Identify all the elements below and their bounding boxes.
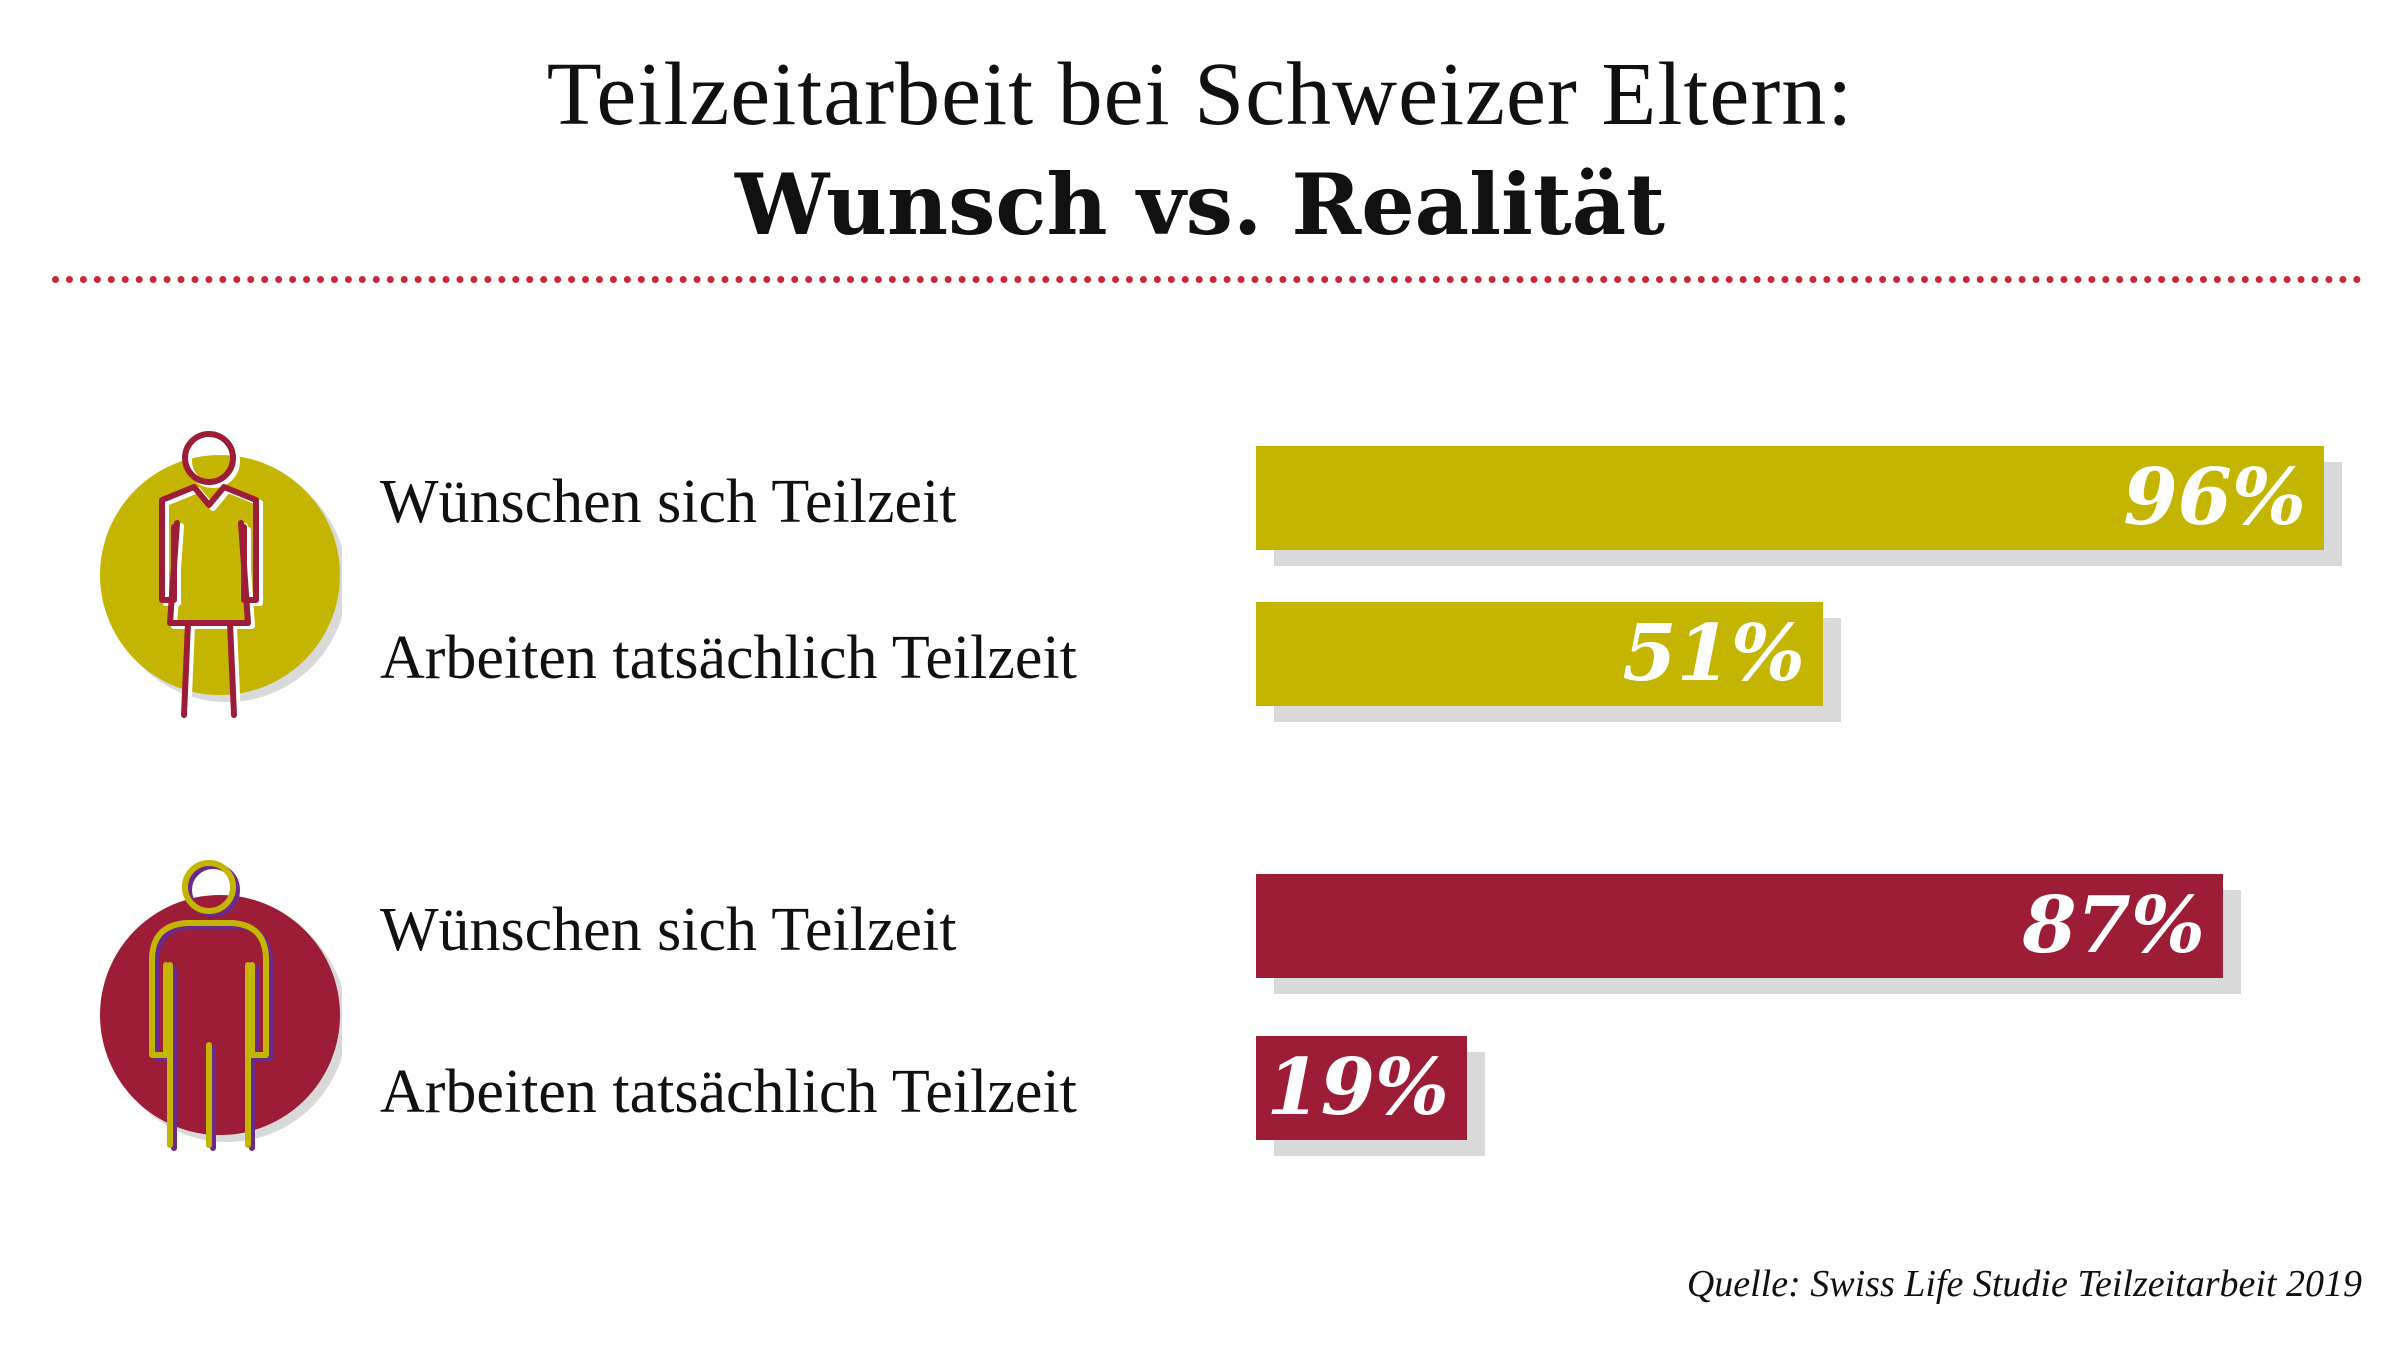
bar-label-mothers-wish: Wünschen sich Teilzeit [380, 468, 957, 536]
bar-fill: 51% [1256, 602, 1823, 706]
bar-fill: 87% [1256, 874, 2223, 978]
bar-value-label: 51% [1622, 608, 1805, 699]
bar-label-fathers-wish: Wünschen sich Teilzeit [380, 896, 957, 964]
man-icon [100, 860, 342, 1151]
dotted-divider [52, 276, 2362, 283]
bar-fill: 19% [1256, 1036, 1467, 1140]
source-note: Quelle: Swiss Life Studie Teilzeitarbeit… [1686, 1263, 2362, 1305]
bar-fathers-actual: 19% [1256, 1036, 1485, 1156]
woman-icon [100, 431, 342, 721]
bar-fill: 96% [1256, 446, 2324, 550]
bar-label-mothers-actual: Arbeiten tatsächlich Teilzeit [380, 624, 1077, 692]
bar-value-label: 87% [2022, 880, 2205, 971]
title-line-2: Wunsch vs. Realität [735, 155, 1665, 254]
title-line-1: Teilzeitarbeit bei Schweizer Eltern: [546, 45, 1854, 144]
bar-mothers-wish: 96% [1256, 446, 2342, 566]
chart-title: Teilzeitarbeit bei Schweizer Eltern: Wun… [0, 40, 2400, 260]
bar-mothers-actual: 51% [1256, 602, 1841, 722]
bar-value-label: 96% [2123, 452, 2306, 543]
bar-fathers-wish: 87% [1256, 874, 2241, 994]
bar-value-label: 19% [1266, 1042, 1449, 1133]
bar-label-fathers-actual: Arbeiten tatsächlich Teilzeit [380, 1058, 1077, 1126]
